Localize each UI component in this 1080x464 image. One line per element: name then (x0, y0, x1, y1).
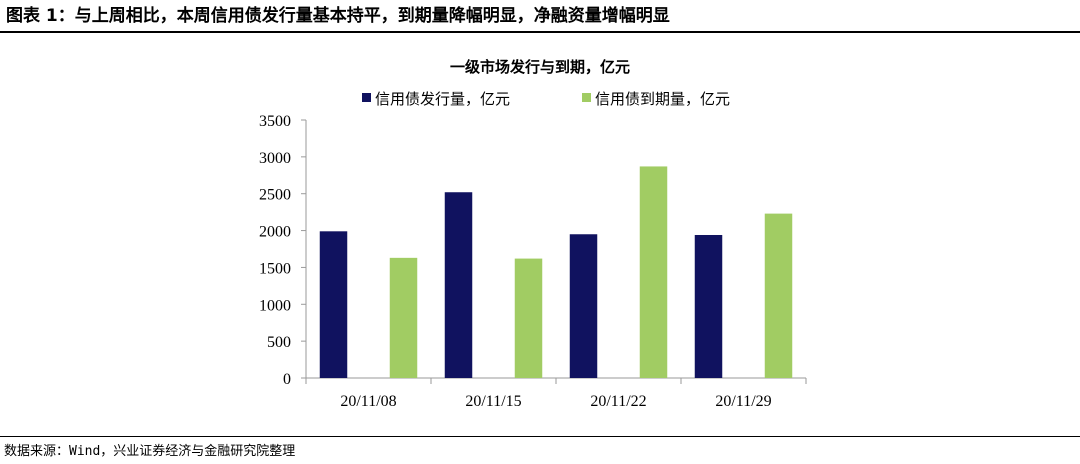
y-tick-label: 2500 (259, 187, 291, 204)
bar-chart: 一级市场发行与到期，亿元 信用债发行量，亿元 信用债到期量，亿元 0 500 1000… (259, 58, 807, 410)
bar-series1-20-11-15 (444, 192, 473, 378)
bar-series2-20-11-22 (639, 166, 668, 378)
x-tick-label: 20/11/22 (590, 393, 646, 410)
y-tick-label: 1500 (259, 260, 291, 277)
chart-title: 一级市场发行与到期，亿元 (450, 58, 630, 76)
bar-series2-20-11-29 (764, 213, 793, 378)
bar-series1-20-11-29 (694, 234, 723, 378)
legend-swatch-1 (362, 93, 371, 102)
legend-label-2: 信用债到期量，亿元 (595, 90, 730, 108)
legend-label-1: 信用债发行量，亿元 (375, 90, 510, 108)
y-tick-label: 500 (267, 334, 291, 351)
x-axis: 20/11/08 20/11/15 20/11/22 20/11/29 (305, 377, 807, 410)
title-rule (0, 31, 1080, 33)
bar-series2-20-11-08 (389, 257, 418, 378)
source-note: 数据来源：Wind，兴业证券经济与金融研究院整理 (4, 444, 296, 459)
legend: 信用债发行量，亿元 信用债到期量，亿元 (362, 90, 730, 108)
y-axis: 0 500 1000 1500 2000 2500 3000 3500 (259, 113, 307, 388)
figure-title: 图表 1：与上周相比，本周信用债发行量基本持平，到期量降幅明显，净融资量增幅明显 (6, 6, 670, 26)
legend-swatch-2 (582, 93, 591, 102)
bars (319, 166, 793, 378)
bar-series2-20-11-15 (514, 258, 543, 378)
y-tick-label: 3500 (259, 113, 291, 130)
y-tick-label: 0 (283, 371, 291, 388)
y-tick-label: 2000 (259, 224, 291, 241)
x-tick-label: 20/11/29 (715, 393, 771, 410)
x-tick-label: 20/11/15 (465, 393, 521, 410)
bar-series1-20-11-08 (319, 231, 348, 378)
bar-series1-20-11-22 (569, 234, 598, 378)
x-tick-label: 20/11/08 (340, 393, 396, 410)
y-tick-label: 1000 (259, 297, 291, 314)
source-rule (0, 436, 1080, 437)
y-tick-label: 3000 (259, 150, 291, 167)
